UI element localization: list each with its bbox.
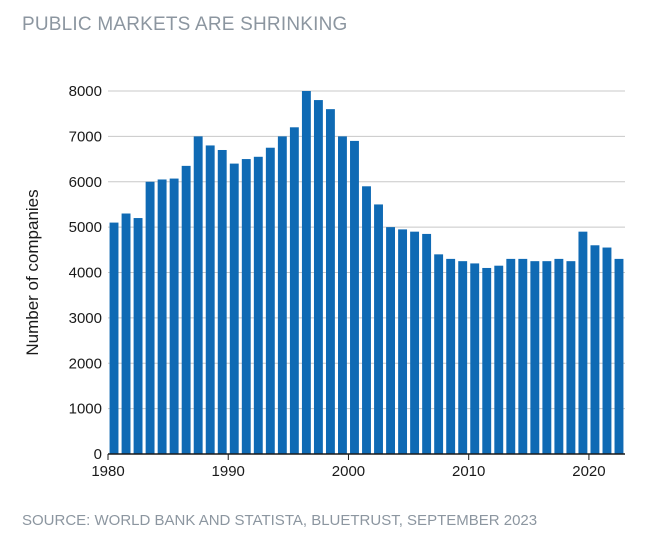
source-note: SOURCE: WORLD BANK AND STATISTA, BLUETRU… — [22, 512, 538, 529]
bar-2010 — [470, 263, 480, 454]
bar-1984 — [157, 179, 167, 455]
bar-1996 — [301, 91, 311, 454]
bar-2008 — [446, 258, 456, 454]
bar-1991 — [241, 159, 251, 454]
x-tick-label-1980: 1980 — [91, 463, 124, 480]
bar-1983 — [145, 181, 155, 454]
bar-1987 — [193, 136, 203, 455]
bar-2017 — [554, 258, 564, 454]
y-tick-label-0: 0 — [94, 446, 102, 463]
bar-2022 — [614, 258, 624, 454]
bar-1988 — [205, 145, 215, 454]
x-tick-label-2020: 2020 — [572, 463, 605, 480]
bar-2015 — [530, 261, 540, 454]
y-tick-label-2000: 2000 — [69, 355, 102, 372]
bar-2011 — [482, 267, 492, 454]
bar-1994 — [277, 136, 287, 455]
x-tick-label-1990: 1990 — [212, 463, 245, 480]
y-axis-label: Number of companies — [23, 189, 42, 355]
bar-1999 — [338, 136, 347, 455]
bar-2009 — [458, 261, 468, 454]
bar-1981 — [121, 213, 131, 454]
bar-1997 — [313, 100, 323, 454]
y-tick-label-8000: 8000 — [69, 83, 102, 100]
x-axis-ticks: 1980 1990 2000 2010 2020 — [91, 454, 606, 480]
y-axis-ticks: 0 1000 2000 3000 4000 5000 6000 7000 8000 — [69, 83, 102, 463]
y-tick-label-7000: 7000 — [69, 128, 102, 145]
bar-1998 — [325, 109, 335, 455]
bar-2013 — [506, 258, 516, 454]
bar-2004 — [398, 229, 408, 454]
bar-1982 — [133, 218, 143, 454]
y-tick-label-1000: 1000 — [69, 401, 102, 418]
bar-2020 — [590, 245, 600, 454]
bar-2007 — [434, 254, 444, 454]
bar-1986 — [181, 165, 191, 454]
bar-1985 — [169, 178, 179, 454]
bar-2001 — [362, 186, 371, 455]
bar-2005 — [410, 231, 420, 454]
bar-2006 — [422, 233, 432, 454]
bar-2003 — [386, 227, 395, 455]
bar-2021 — [602, 247, 612, 454]
y-tick-label-6000: 6000 — [69, 174, 102, 191]
bar-2016 — [542, 261, 552, 454]
bar-1990 — [229, 163, 239, 454]
bar-2018 — [566, 261, 576, 454]
bar-1992 — [253, 156, 263, 455]
bar-2002 — [374, 204, 383, 454]
bar-1995 — [289, 127, 299, 455]
bar-2014 — [518, 258, 528, 454]
y-tick-label-3000: 3000 — [69, 310, 102, 327]
bar-2012 — [494, 265, 504, 454]
bar-1989 — [217, 149, 227, 455]
y-tick-label-5000: 5000 — [69, 219, 102, 236]
chart-title: PUBLIC MARKETS ARE SHRINKING — [22, 14, 348, 35]
bar-1980 — [109, 222, 119, 454]
x-tick-label-2000: 2000 — [332, 463, 365, 480]
bars — [109, 91, 624, 455]
bar-2000 — [350, 140, 359, 454]
bar-2019 — [578, 231, 588, 454]
y-tick-label-4000: 4000 — [69, 265, 102, 282]
x-tick-label-2010: 2010 — [452, 463, 485, 480]
bar-1993 — [265, 147, 275, 454]
